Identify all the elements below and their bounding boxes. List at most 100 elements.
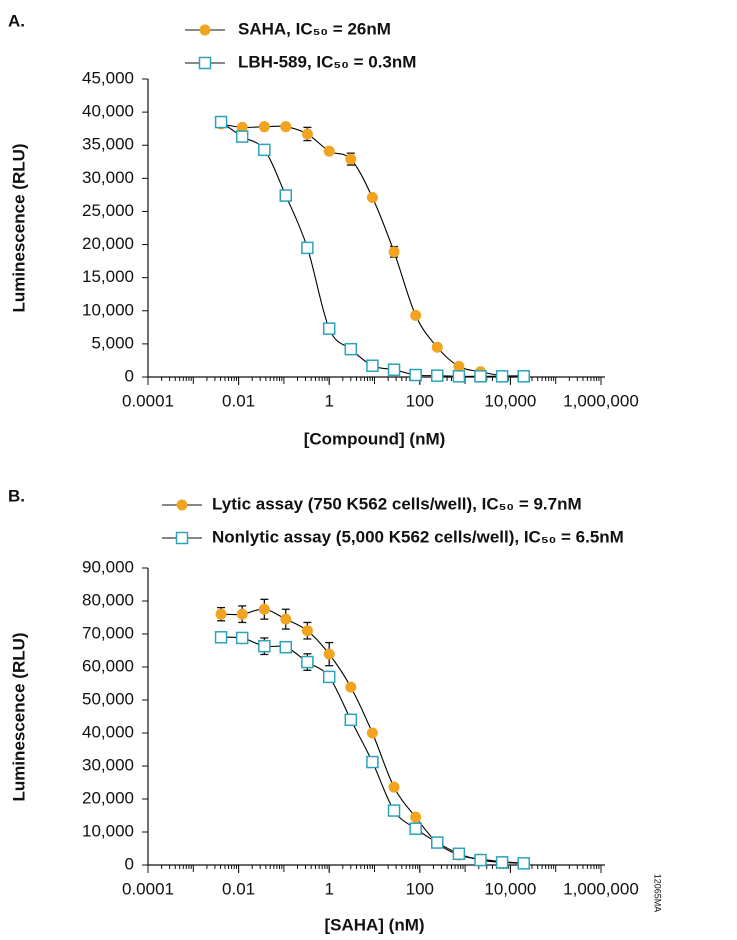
marker [453, 360, 465, 372]
marker [345, 681, 357, 693]
x-tick-label: 1,000,000 [563, 391, 639, 410]
y-tick-label: 35,000 [82, 135, 134, 154]
marker [474, 370, 487, 383]
marker [409, 822, 422, 835]
marker [495, 370, 509, 383]
legend-entry: Lytic assay (750 K562 cells/well), IC₅₀ … [162, 494, 582, 513]
x-tick-label: 0.0001 [122, 879, 174, 898]
marker [366, 755, 379, 769]
marker [387, 804, 401, 817]
y-axis-label: Luminescence (RLU) [9, 143, 28, 312]
legend-marker [198, 56, 212, 70]
legend-label: Lytic assay (750 K562 cells/well), IC₅₀ … [212, 494, 582, 513]
x-tick-label: 0.0001 [122, 391, 174, 410]
marker [235, 631, 249, 645]
marker [388, 246, 400, 258]
marker [474, 853, 487, 867]
y-tick-label: 45,000 [82, 68, 134, 87]
marker [345, 153, 357, 165]
marker [431, 341, 443, 353]
marker [409, 368, 422, 382]
y-tick-label: 15,000 [82, 267, 134, 286]
legend-marker [176, 499, 188, 511]
y-tick-label: 90,000 [82, 557, 134, 576]
marker [280, 121, 292, 133]
marker [495, 856, 509, 869]
marker [323, 648, 335, 660]
x-axis-label: [Compound] (nM) [304, 429, 446, 448]
legend-entry: SAHA, IC₅₀ = 26nM [185, 19, 391, 38]
marker [214, 631, 228, 644]
marker [388, 781, 400, 793]
marker [279, 640, 293, 654]
y-axis-label: Luminescence (RLU) [9, 632, 28, 801]
y-tick-label: 40,000 [82, 102, 134, 121]
marker [410, 309, 422, 321]
marker [301, 625, 313, 637]
marker [344, 342, 358, 356]
marker [236, 608, 248, 620]
legend-entry: Nonlytic assay (5,000 K562 cells/well), … [162, 527, 624, 546]
fit-curve [220, 123, 524, 377]
legend-label: LBH-589, IC₅₀ = 0.3nM [238, 52, 416, 71]
x-tick-label: 100 [406, 391, 434, 410]
legend-marker [199, 24, 211, 36]
y-tick-label: 20,000 [82, 234, 134, 253]
panel-label: B. [8, 486, 25, 505]
legend-marker [175, 531, 189, 545]
marker [258, 143, 271, 157]
marker [517, 370, 530, 383]
y-tick-label: 50,000 [82, 689, 134, 708]
fit-curve [221, 636, 524, 864]
marker [258, 603, 270, 615]
marker [366, 359, 379, 372]
marker [280, 613, 292, 625]
x-tick-label: 1,000,000 [563, 879, 639, 898]
y-tick-label: 5,000 [91, 333, 134, 352]
legend-label: Nonlytic assay (5,000 K562 cells/well), … [212, 527, 624, 546]
marker [215, 608, 227, 620]
x-tick-label: 0.01 [222, 879, 255, 898]
panel-label: A. [8, 11, 25, 30]
y-tick-label: 20,000 [82, 788, 134, 807]
y-tick-label: 10,000 [82, 300, 134, 319]
y-tick-label: 30,000 [82, 168, 134, 187]
y-tick-label: 0 [125, 366, 134, 385]
x-tick-label: 10,000 [484, 879, 536, 898]
marker [322, 670, 336, 684]
marker [301, 655, 314, 669]
marker [279, 189, 293, 202]
x-tick-label: 1 [324, 879, 333, 898]
y-tick-label: 10,000 [82, 821, 134, 840]
y-tick-label: 25,000 [82, 201, 134, 220]
marker [214, 115, 228, 129]
x-axis-label: [SAHA] (nM) [324, 915, 424, 934]
marker [322, 322, 336, 335]
marker [323, 145, 335, 157]
fit-curve [220, 121, 524, 377]
figure-id: 12065MA [653, 874, 663, 913]
legend-entry: LBH-589, IC₅₀ = 0.3nM [185, 52, 416, 71]
y-tick-label: 70,000 [82, 623, 134, 642]
marker [235, 130, 249, 143]
legend-label: SAHA, IC₅₀ = 26nM [238, 19, 391, 38]
marker [366, 192, 378, 204]
marker [387, 363, 401, 376]
marker [258, 639, 271, 653]
y-tick-label: 40,000 [82, 722, 134, 741]
x-tick-label: 0.01 [222, 391, 255, 410]
marker [301, 241, 314, 255]
marker [410, 811, 422, 823]
marker [517, 857, 530, 870]
marker [301, 128, 313, 140]
x-tick-label: 10,000 [484, 391, 536, 410]
marker [366, 727, 378, 739]
marker [452, 847, 466, 861]
marker [431, 836, 444, 849]
marker [452, 370, 466, 383]
y-tick-label: 80,000 [82, 590, 134, 609]
y-tick-label: 30,000 [82, 755, 134, 774]
marker [258, 121, 270, 133]
